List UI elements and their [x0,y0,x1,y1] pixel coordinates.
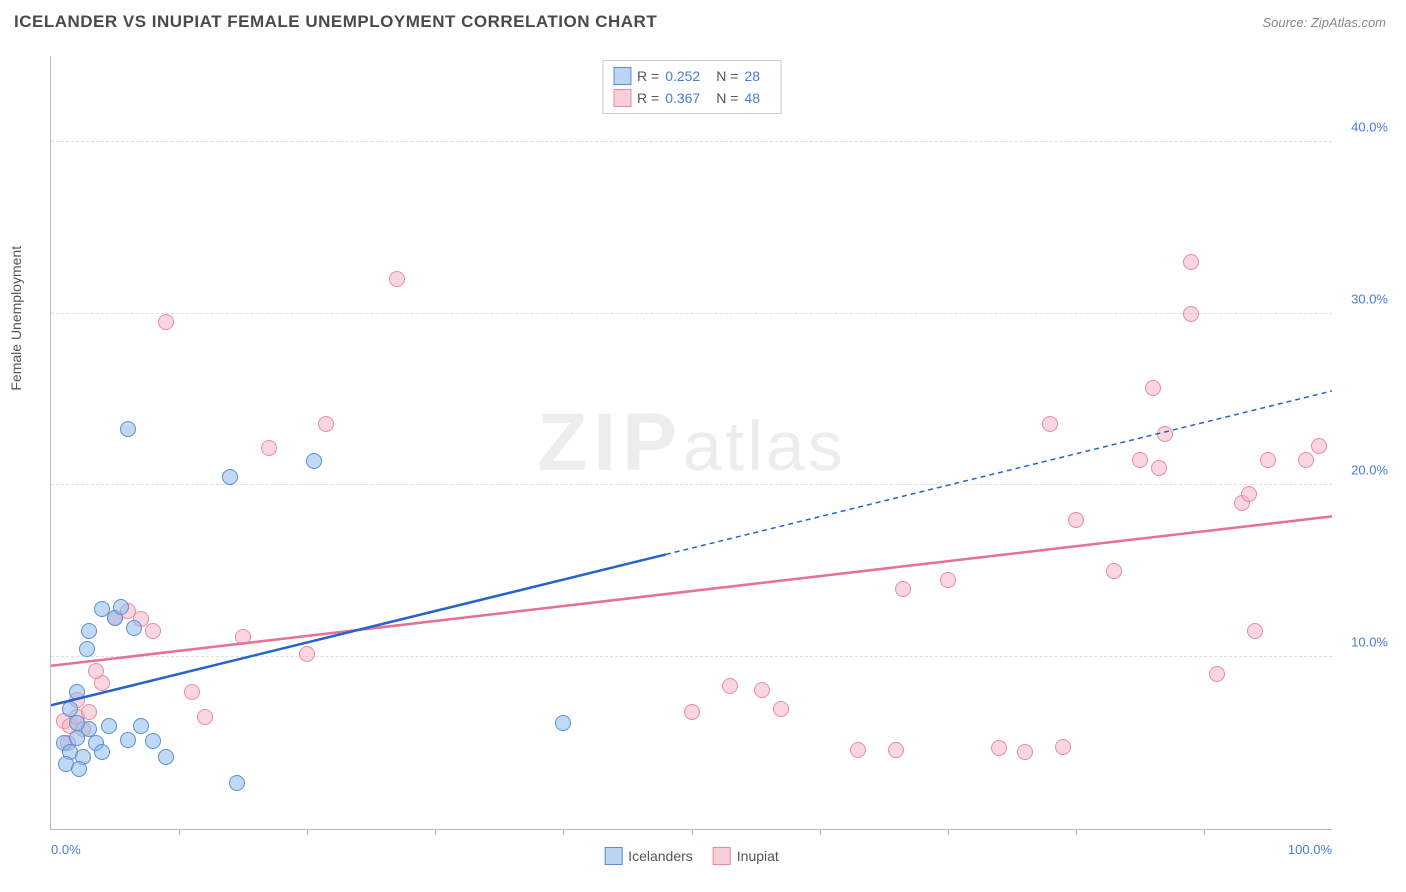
y-tick-label: 10.0% [1351,635,1388,650]
data-point-inupiat [1298,452,1314,468]
gridline [51,656,1332,657]
chart-title: ICELANDER VS INUPIAT FEMALE UNEMPLOYMENT… [14,12,657,32]
data-point-inupiat [145,623,161,639]
data-point-icelanders [113,599,129,615]
x-tick-label: 0.0% [51,842,81,857]
data-point-icelanders [306,453,322,469]
y-tick-label: 30.0% [1351,291,1388,306]
data-point-inupiat [1241,486,1257,502]
x-tick-label: 100.0% [1288,842,1332,857]
data-point-icelanders [101,718,117,734]
data-point-inupiat [1068,512,1084,528]
data-point-icelanders [145,733,161,749]
data-point-icelanders [229,775,245,791]
legend-stats: R = 0.252 N = 28 R = 0.367 N = 48 [602,60,781,114]
data-point-inupiat [1145,380,1161,396]
data-point-inupiat [299,646,315,662]
data-point-inupiat [1042,416,1058,432]
data-point-inupiat [850,742,866,758]
chart-container: Female Unemployment ZIPatlas R = 0.252 N… [14,48,1392,878]
data-point-inupiat [235,629,251,645]
x-tick-mark [1076,829,1077,835]
source-attribution: Source: ZipAtlas.com [1262,15,1386,30]
watermark: ZIPatlas [537,396,845,490]
x-tick-mark [820,829,821,835]
y-tick-label: 20.0% [1351,463,1388,478]
data-point-inupiat [1183,254,1199,270]
legend-item-inupiat: Inupiat [713,847,779,865]
legend-series: Icelanders Inupiat [604,847,779,865]
x-tick-mark [179,829,180,835]
x-tick-mark [948,829,949,835]
data-point-icelanders [79,641,95,657]
data-point-inupiat [1151,460,1167,476]
data-point-icelanders [69,684,85,700]
data-point-icelanders [133,718,149,734]
swatch-pink-icon [713,847,731,865]
y-tick-label: 40.0% [1351,119,1388,134]
data-point-inupiat [261,440,277,456]
data-point-inupiat [888,742,904,758]
data-point-inupiat [991,740,1007,756]
x-tick-mark [563,829,564,835]
data-point-icelanders [120,421,136,437]
x-tick-mark [435,829,436,835]
data-point-inupiat [1055,739,1071,755]
swatch-blue-icon [604,847,622,865]
data-point-inupiat [684,704,700,720]
data-point-inupiat [754,682,770,698]
x-tick-mark [1204,829,1205,835]
data-point-inupiat [722,678,738,694]
data-point-icelanders [555,715,571,731]
data-point-inupiat [1311,438,1327,454]
data-point-icelanders [62,701,78,717]
data-point-inupiat [895,581,911,597]
gridline [51,313,1332,314]
swatch-blue-icon [613,67,631,85]
data-point-inupiat [318,416,334,432]
gridline [51,141,1332,142]
plot-area: ZIPatlas R = 0.252 N = 28 R = 0.367 N = … [50,56,1332,830]
data-point-icelanders [222,469,238,485]
data-point-inupiat [1132,452,1148,468]
data-point-inupiat [1209,666,1225,682]
x-tick-mark [692,829,693,835]
data-point-inupiat [1106,563,1122,579]
data-point-icelanders [158,749,174,765]
data-point-inupiat [1157,426,1173,442]
data-point-inupiat [88,663,104,679]
x-tick-mark [307,829,308,835]
legend-row-icelanders: R = 0.252 N = 28 [613,65,770,87]
data-point-icelanders [126,620,142,636]
y-axis-label: Female Unemployment [8,246,24,391]
data-point-icelanders [69,715,85,731]
data-point-inupiat [81,704,97,720]
data-point-inupiat [940,572,956,588]
legend-row-inupiat: R = 0.367 N = 48 [613,87,770,109]
data-point-inupiat [1260,452,1276,468]
data-point-inupiat [1247,623,1263,639]
data-point-inupiat [184,684,200,700]
data-point-inupiat [158,314,174,330]
legend-item-icelanders: Icelanders [604,847,693,865]
data-point-inupiat [1183,306,1199,322]
data-point-icelanders [94,744,110,760]
data-point-icelanders [71,761,87,777]
data-point-inupiat [389,271,405,287]
data-point-icelanders [120,732,136,748]
swatch-pink-icon [613,89,631,107]
data-point-inupiat [773,701,789,717]
data-point-icelanders [81,623,97,639]
data-point-inupiat [197,709,213,725]
data-point-inupiat [1017,744,1033,760]
